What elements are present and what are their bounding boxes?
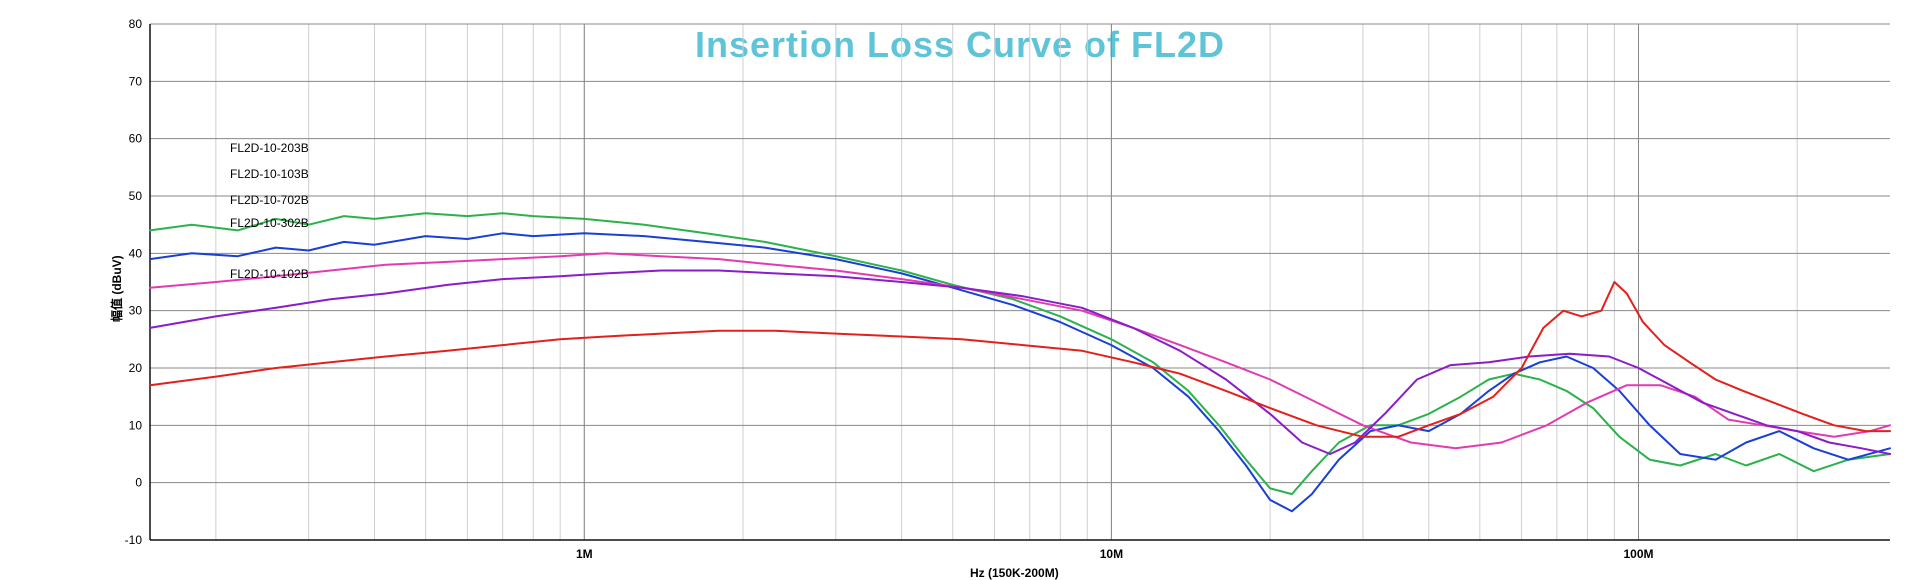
series-label: FL2D-10-102B	[230, 267, 309, 281]
y-tick-label: 60	[129, 132, 143, 146]
x-axis-label: Hz (150K-200M)	[970, 566, 1059, 580]
chart-plot: 1M 10M 100M -10 0 10 20 30 40 50 60 70 80 FL2D-10-203…	[0, 0, 1920, 580]
y-tick-label: 20	[129, 361, 143, 375]
y-tick-label: 50	[129, 189, 143, 203]
y-axis-label: 幅值 (dBuV)	[108, 255, 125, 322]
series-FL2D-10-102B	[150, 282, 1890, 437]
series-label: FL2D-10-702B	[230, 193, 309, 207]
x-tick-label: 100M	[1623, 547, 1653, 561]
y-tick-label: 30	[129, 304, 143, 318]
x-tick-label: 10M	[1100, 547, 1123, 561]
series-label: FL2D-10-103B	[230, 167, 309, 181]
y-tick-label: -10	[125, 533, 143, 547]
x-tick-label: 1M	[576, 547, 593, 561]
series-label: FL2D-10-203B	[230, 141, 309, 155]
y-tick-label: 0	[135, 476, 142, 490]
chart-container: Insertion Loss Curve of FL2D 1M10M100M-1…	[0, 0, 1920, 580]
y-tick-label: 40	[129, 246, 143, 260]
y-tick-label: 70	[129, 74, 143, 88]
y-tick-label: 10	[129, 418, 143, 432]
series-label: FL2D-10-302B	[230, 216, 309, 230]
series-FL2D-10-702B	[150, 253, 1890, 448]
y-tick-label: 80	[129, 17, 143, 31]
series-FL2D-10-103B	[150, 233, 1890, 511]
